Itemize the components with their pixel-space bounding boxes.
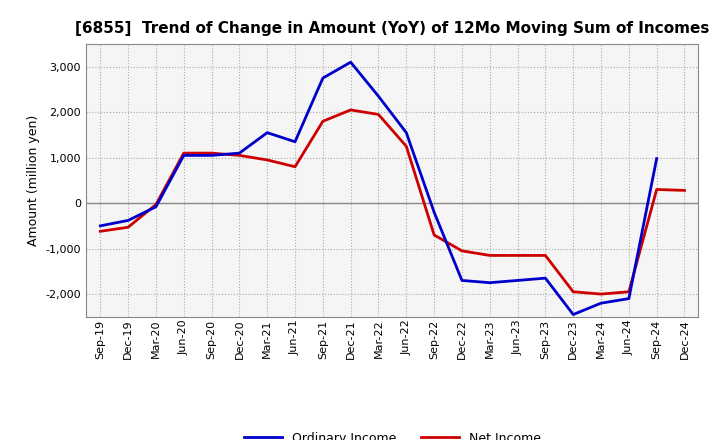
Ordinary Income <box>513 278 522 283</box>
Line: Ordinary Income: Ordinary Income <box>100 62 657 315</box>
Ordinary Income <box>458 278 467 283</box>
Ordinary Income <box>124 218 132 223</box>
Ordinary Income <box>235 150 243 156</box>
Ordinary Income <box>652 156 661 161</box>
Net Income <box>263 158 271 163</box>
Title: [6855]  Trend of Change in Amount (YoY) of 12Mo Moving Sum of Incomes: [6855] Trend of Change in Amount (YoY) o… <box>75 21 710 36</box>
Ordinary Income <box>179 153 188 158</box>
Net Income <box>374 112 383 117</box>
Net Income <box>485 253 494 258</box>
Ordinary Income <box>207 153 216 158</box>
Net Income <box>318 119 327 124</box>
Ordinary Income <box>541 275 550 281</box>
Net Income <box>402 143 410 149</box>
Ordinary Income <box>346 59 355 65</box>
Ordinary Income <box>402 130 410 136</box>
Net Income <box>235 153 243 158</box>
Net Income <box>179 150 188 156</box>
Net Income <box>541 253 550 258</box>
Net Income <box>680 188 689 193</box>
Ordinary Income <box>318 76 327 81</box>
Net Income <box>458 248 467 253</box>
Net Income <box>124 224 132 230</box>
Net Income <box>513 253 522 258</box>
Ordinary Income <box>374 94 383 99</box>
Ordinary Income <box>485 280 494 286</box>
Net Income <box>569 289 577 294</box>
Ordinary Income <box>152 204 161 209</box>
Ordinary Income <box>624 296 633 301</box>
Net Income <box>652 187 661 192</box>
Net Income <box>152 202 161 207</box>
Ordinary Income <box>597 301 606 306</box>
Ordinary Income <box>263 130 271 136</box>
Net Income <box>430 232 438 238</box>
Net Income <box>207 150 216 156</box>
Ordinary Income <box>96 223 104 228</box>
Net Income <box>346 107 355 113</box>
Net Income <box>291 164 300 169</box>
Net Income <box>96 229 104 234</box>
Ordinary Income <box>291 139 300 144</box>
Line: Net Income: Net Income <box>100 110 685 294</box>
Y-axis label: Amount (million yen): Amount (million yen) <box>27 115 40 246</box>
Legend: Ordinary Income, Net Income: Ordinary Income, Net Income <box>239 427 546 440</box>
Net Income <box>597 291 606 297</box>
Ordinary Income <box>430 209 438 215</box>
Net Income <box>624 289 633 294</box>
Ordinary Income <box>569 312 577 317</box>
